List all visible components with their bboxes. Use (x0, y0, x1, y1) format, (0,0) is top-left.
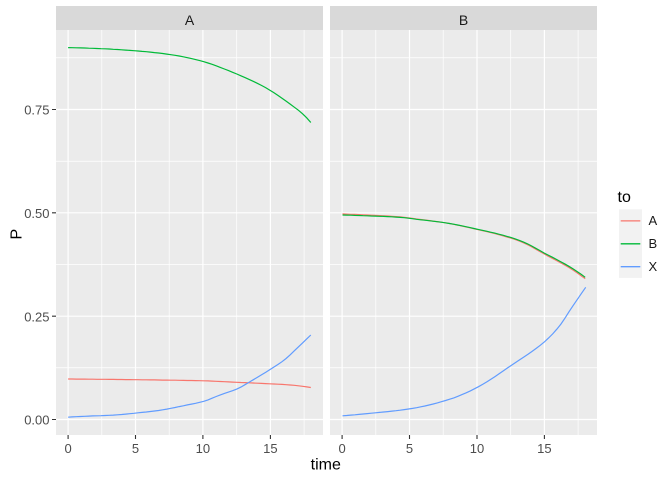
svg-text:0.00: 0.00 (24, 413, 49, 428)
svg-text:0: 0 (64, 441, 71, 456)
svg-text:10: 10 (196, 441, 210, 456)
svg-text:time: time (311, 457, 341, 474)
svg-text:A: A (185, 12, 195, 28)
svg-text:0: 0 (338, 441, 345, 456)
svg-text:15: 15 (263, 441, 277, 456)
svg-text:B: B (459, 12, 468, 28)
svg-text:5: 5 (406, 441, 413, 456)
svg-text:10: 10 (470, 441, 484, 456)
svg-text:to: to (618, 189, 631, 206)
svg-text:0.50: 0.50 (24, 206, 49, 221)
svg-text:A: A (649, 213, 658, 228)
svg-text:P: P (8, 229, 25, 240)
svg-text:X: X (649, 259, 658, 274)
svg-text:5: 5 (132, 441, 139, 456)
svg-text:0.25: 0.25 (24, 309, 49, 324)
svg-text:15: 15 (537, 441, 551, 456)
svg-text:0.75: 0.75 (24, 103, 49, 118)
svg-text:B: B (649, 236, 658, 251)
